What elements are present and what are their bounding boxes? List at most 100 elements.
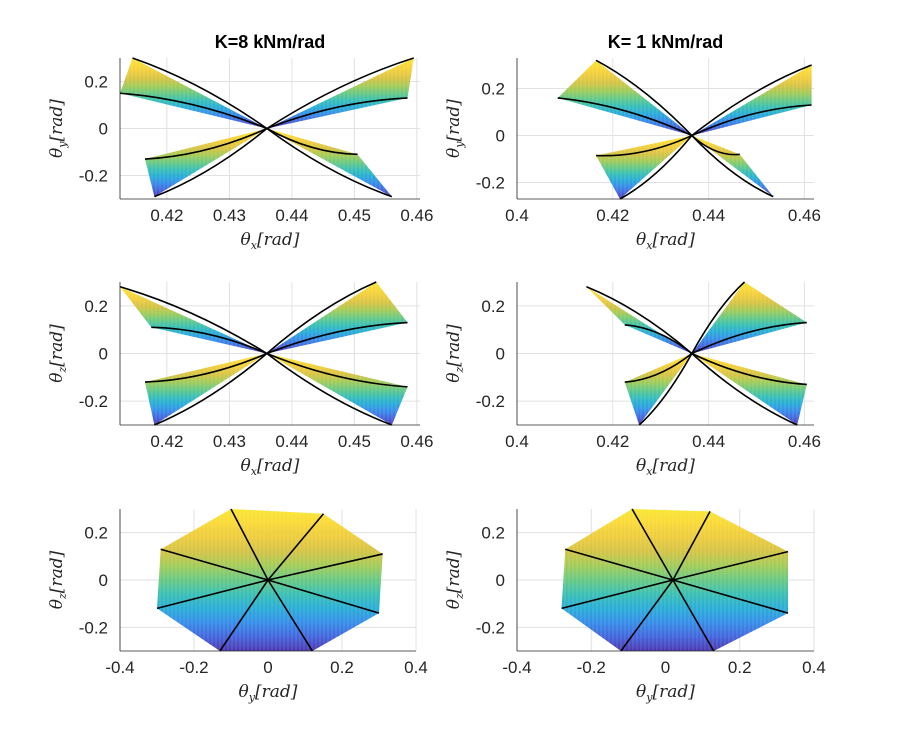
- surface: [120, 282, 408, 425]
- trajectory-curve: [596, 134, 693, 157]
- x-tick-label: 0.2: [330, 658, 354, 677]
- trajectory-curve: [565, 548, 674, 581]
- trajectory-curve: [266, 97, 408, 130]
- x-tick-label: -0.4: [502, 658, 531, 677]
- trajectory-curve: [595, 59, 693, 137]
- trajectory-curve: [267, 513, 325, 581]
- y-axis-label: θz[rad]: [47, 550, 69, 609]
- trajectory-curve: [638, 353, 693, 426]
- trajectory-curve: [557, 97, 693, 137]
- trajectory-curve: [144, 352, 268, 383]
- x-tick-label: 0.42: [150, 206, 183, 225]
- trajectory-curve: [266, 127, 358, 156]
- mesh: [120, 58, 420, 199]
- y-tick-label: 0: [496, 127, 505, 146]
- y-tick-label: 0.2: [481, 524, 505, 543]
- trajectory-curve: [631, 508, 674, 581]
- surface-patch: [145, 128, 267, 197]
- trajectory-curve: [219, 579, 269, 652]
- x-axis-label: θy[rad]: [636, 682, 695, 704]
- x-tick-label: 0.44: [692, 206, 725, 225]
- trajectory-curve: [672, 550, 789, 581]
- surface-patch: [266, 128, 392, 197]
- trajectory-curve: [586, 286, 693, 355]
- trajectory-curve: [620, 579, 674, 652]
- x-tick-label: 0.46: [788, 432, 821, 451]
- trajectory-curve: [624, 324, 693, 355]
- x-axis-label: θx[rad]: [241, 230, 300, 252]
- surface: [586, 282, 807, 425]
- y-tick-label: -0.2: [79, 392, 108, 411]
- trajectory-curve: [267, 579, 314, 652]
- mesh: [120, 282, 420, 425]
- trajectory-curve: [156, 579, 269, 610]
- x-tick-label: -0.2: [179, 658, 208, 677]
- surface: [120, 58, 414, 197]
- y-axis-label: θz[rad]: [444, 550, 466, 609]
- y-axis-label: θy[rad]: [47, 99, 69, 158]
- x-tick-label: 0.46: [400, 206, 433, 225]
- x-tick-label: 0: [661, 658, 670, 677]
- trajectory-curve: [266, 352, 408, 388]
- y-tick-label: -0.2: [476, 392, 505, 411]
- y-tick-label: -0.2: [79, 167, 108, 186]
- y-tick-label: 0.2: [84, 73, 108, 92]
- trajectory-curve: [691, 64, 812, 137]
- trajectory-curve: [266, 57, 414, 130]
- y-tick-label: -0.2: [79, 618, 108, 637]
- trajectory-curve: [119, 285, 268, 355]
- trajectories: [119, 57, 414, 198]
- x-tick-label: 0.4: [505, 206, 529, 225]
- x-tick-label: 0.42: [596, 206, 629, 225]
- trajectory-curve: [267, 579, 380, 614]
- x-axis-label: θx[rad]: [241, 456, 300, 478]
- trajectory-curve: [619, 135, 693, 200]
- trajectories: [557, 59, 812, 200]
- y-tick-label: 0: [99, 571, 108, 590]
- trajectory-curve: [154, 127, 268, 198]
- surface-patch: [691, 282, 807, 354]
- surface-patch: [624, 353, 692, 425]
- mesh: [517, 282, 814, 425]
- trajectory-curve: [266, 281, 377, 355]
- trajectories: [561, 508, 789, 652]
- trajectory-curve: [119, 92, 268, 130]
- subplot-3: 0.42 0.43 0.44 0.45 0.46 -0.2 0 0.2 θx[rad] θz[ra…: [47, 281, 433, 478]
- trajectory-curve: [266, 352, 393, 426]
- x-tick-label: 0.42: [596, 432, 629, 451]
- trajectories: [156, 508, 383, 652]
- trajectory-curve: [691, 352, 807, 386]
- x-tick-label: 0.44: [275, 432, 308, 451]
- subplot-4: 0.4 0.42 0.44 0.46 -0.2 0 0.2 θx[rad] θz[rad]: [444, 281, 821, 478]
- trajectory-curve: [561, 579, 674, 610]
- trajectory-curve: [691, 281, 746, 354]
- trajectory-curve: [160, 548, 269, 581]
- trajectory-curve: [672, 579, 715, 652]
- mesh: [517, 509, 814, 651]
- trajectory-curve: [230, 508, 269, 581]
- x-tick-label: 0: [263, 658, 272, 677]
- y-tick-label: 0: [496, 571, 505, 590]
- x-tick-label: 0.46: [788, 206, 821, 225]
- x-tick-label: 0.45: [338, 432, 371, 451]
- surface-patch: [120, 286, 267, 354]
- subplot-1: 0.42 0.43 0.44 0.45 0.46 -0.2 0 0.2 θx[rad] θy[ra…: [47, 32, 433, 252]
- trajectories: [586, 281, 807, 426]
- trajectory-curve: [691, 134, 774, 198]
- trajectories: [119, 281, 408, 426]
- chart-title: K=8 kNm/rad: [215, 32, 326, 52]
- surface-patch: [120, 58, 267, 129]
- mesh: [517, 58, 814, 199]
- x-tick-label: 0.4: [505, 432, 529, 451]
- y-tick-label: -0.2: [476, 174, 505, 193]
- trajectory-curve: [132, 57, 268, 130]
- trajectory-curve: [691, 321, 807, 355]
- x-tick-label: 0.2: [728, 658, 752, 677]
- x-tick-label: 0.44: [692, 432, 725, 451]
- trajectory-curve: [154, 352, 268, 426]
- y-tick-label: 0.2: [84, 524, 108, 543]
- surface-patch: [266, 282, 408, 354]
- trajectory-curve: [144, 127, 268, 160]
- subplot-6: -0.4 -0.2 0 0.2 0.4 -0.2 0 0.2 θy[rad] θz[rad]: [444, 508, 826, 704]
